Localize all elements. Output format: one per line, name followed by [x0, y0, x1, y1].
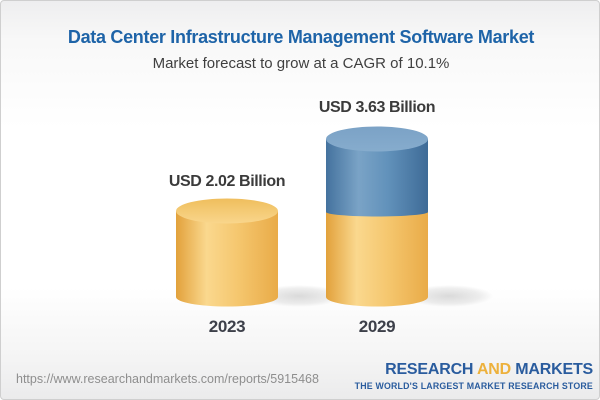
bar-2029-growth-cylinder [326, 126, 428, 217]
logo-word-markets: MARKETS [515, 361, 593, 378]
report-url: https://www.researchandmarkets.com/repor… [16, 372, 319, 386]
value-label-2029: USD 3.63 Billion [318, 99, 436, 116]
bar-2029-base-cylinder [326, 212, 428, 307]
logo-tagline: THE WORLD'S LARGEST MARKET RESEARCH STOR… [354, 380, 593, 391]
value-label-2023: USD 2.02 Billion [168, 173, 286, 190]
logo-word-and: AND [476, 361, 512, 378]
research-and-markets-logo: RESEARCH AND MARKETS THE WORLD'S LARGEST… [354, 361, 594, 391]
page-title: Data Center Infrastructure Management So… [67, 27, 535, 47]
page-subtitle: Market forecast to grow at a CAGR of 10.… [152, 55, 450, 72]
category-label-2029: 2029 [358, 317, 396, 336]
logo-wordmark: RESEARCH AND MARKETS [355, 361, 593, 379]
category-label-2023: 2023 [208, 317, 246, 336]
bar-2023-cylinder [176, 198, 278, 307]
logo-word-research: RESEARCH [385, 361, 474, 378]
